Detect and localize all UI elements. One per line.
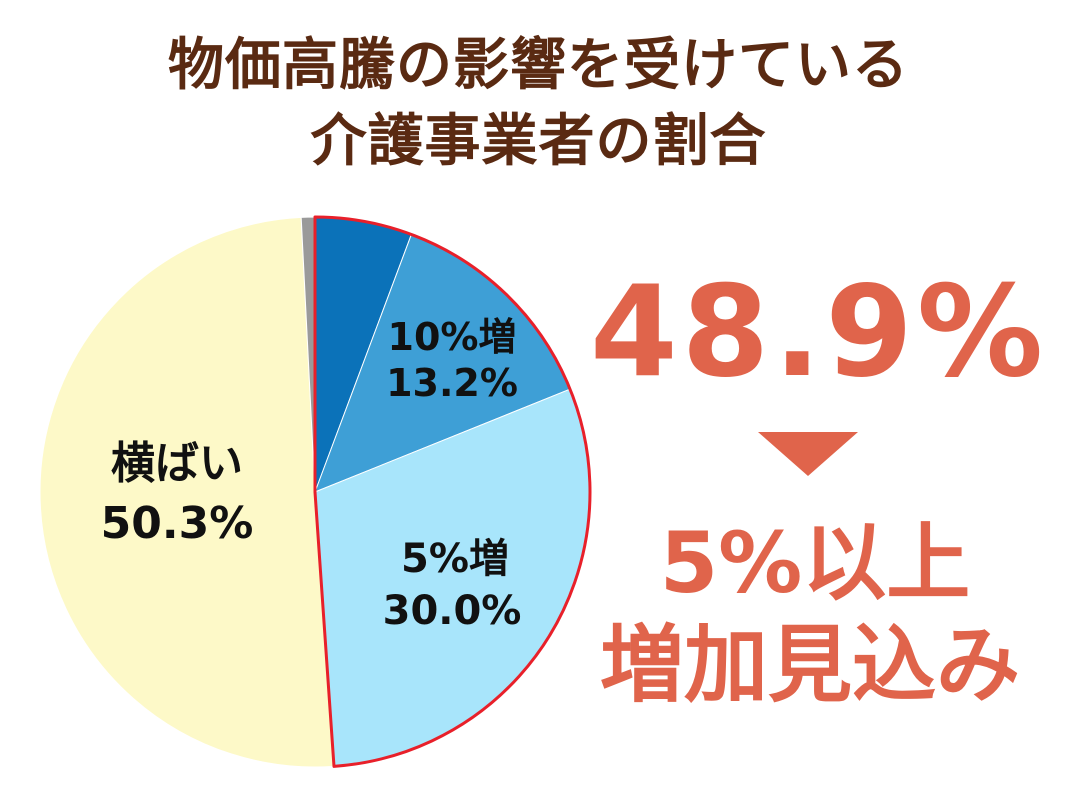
highlight-line1: 5%以上 [659, 514, 971, 612]
slice-pct-5pct: 30.0% [383, 588, 522, 634]
chart-title-line1: 物価高騰の影響を受けている [168, 33, 909, 98]
slice-pct-flat: 50.3% [101, 498, 254, 549]
pie-slice-3 [39, 216, 335, 768]
down-arrow-icon [758, 432, 858, 476]
slice-label-5pct: 5%増 [401, 536, 509, 582]
highlight-outline [313, 215, 592, 768]
highlight-line2: 増加見込み [599, 616, 1020, 714]
slice-label-10pct: 10%増 [388, 315, 517, 359]
highlight-percent: 48.9% [590, 258, 1048, 405]
slice-pct-10pct: 13.2% [386, 361, 518, 405]
slice-label-flat: 横ばい [111, 438, 243, 489]
chart-title-line2: 介護事業者の割合 [310, 109, 767, 174]
